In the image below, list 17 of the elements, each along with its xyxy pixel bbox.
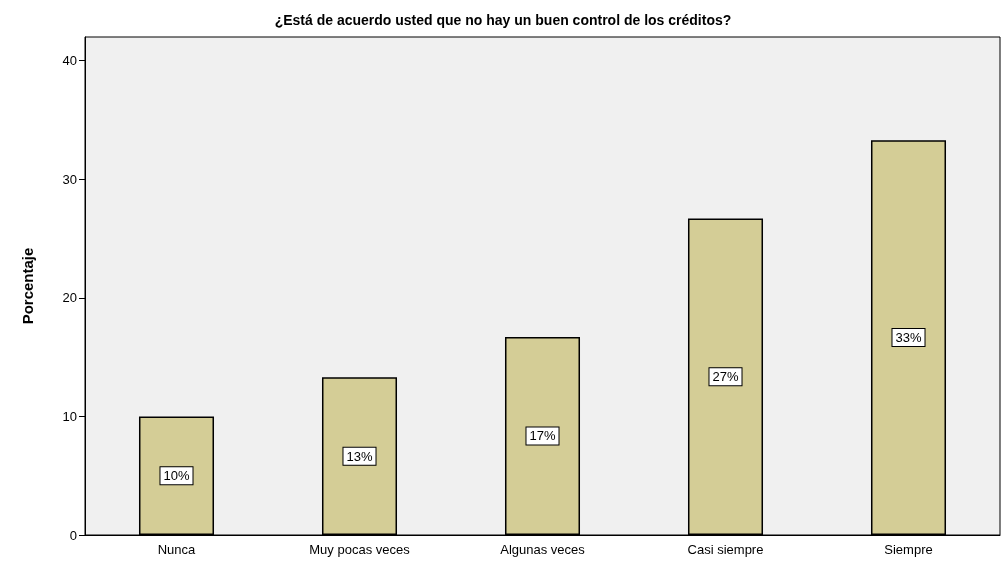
data-label: 10%	[163, 468, 190, 484]
data-label: 13%	[346, 448, 373, 464]
x-tick-label: Siempre	[884, 542, 933, 557]
data-label: 27%	[712, 369, 739, 385]
data-label: 17%	[529, 428, 556, 444]
x-tick-label: Nunca	[157, 542, 197, 557]
y-tick-label: 0	[69, 527, 77, 543]
y-tick-label: 10	[62, 408, 77, 424]
x-tick-label: Casi siempre	[687, 542, 764, 557]
x-tick-label: Algunas veces	[500, 542, 586, 557]
chart-title: ¿Está de acuerdo usted que no hay un buen control de los créditos?	[274, 12, 732, 28]
y-tick-label: 40	[62, 53, 77, 69]
y-tick-label: 20	[62, 290, 77, 306]
y-axis-title: Porcentaje	[19, 247, 36, 325]
x-tick-label: Muy pocas veces	[309, 542, 411, 557]
y-tick-label: 30	[62, 171, 77, 187]
data-label: 33%	[895, 330, 922, 346]
